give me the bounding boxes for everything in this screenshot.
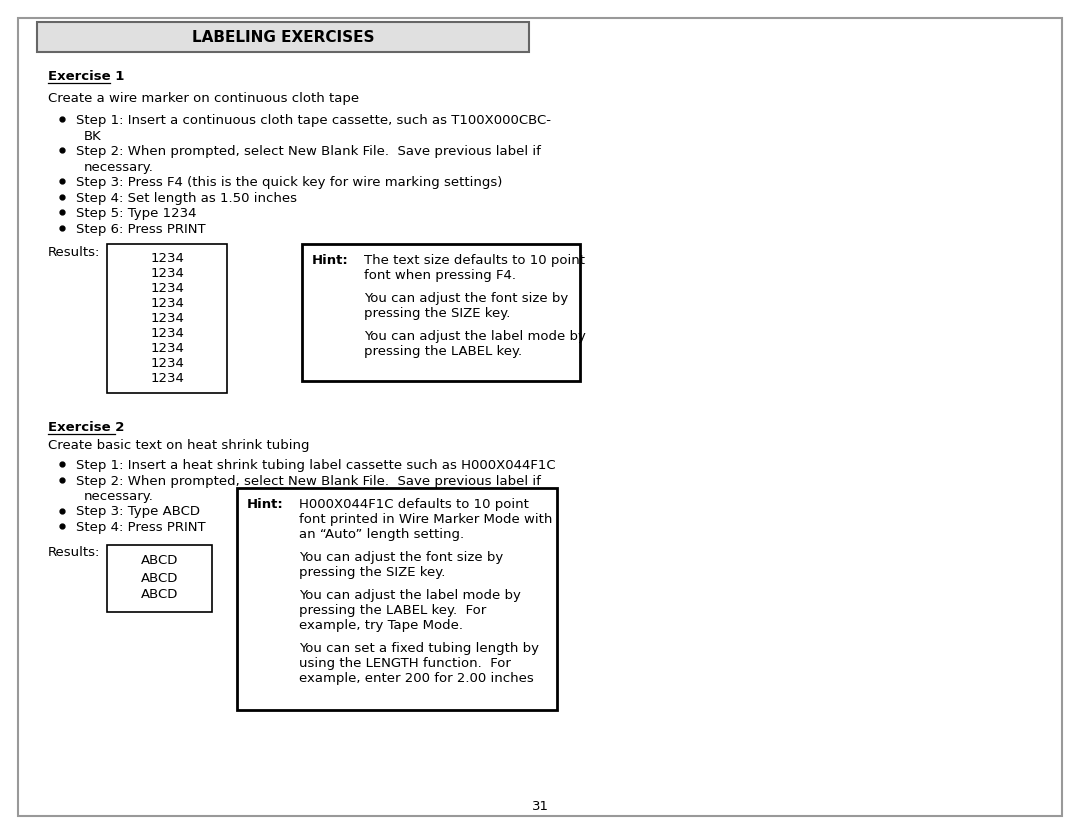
- Text: Step 4: Set length as 1.50 inches: Step 4: Set length as 1.50 inches: [76, 192, 297, 204]
- Text: pressing the SIZE key.: pressing the SIZE key.: [299, 566, 445, 579]
- Text: BK: BK: [84, 129, 102, 143]
- Text: You can set a fixed tubing length by: You can set a fixed tubing length by: [299, 642, 539, 655]
- Text: Create a wire marker on continuous cloth tape: Create a wire marker on continuous cloth…: [48, 92, 360, 105]
- Text: 1234: 1234: [150, 327, 184, 340]
- Text: Step 5: Type 1234: Step 5: Type 1234: [76, 207, 197, 220]
- Text: The text size defaults to 10 point: The text size defaults to 10 point: [364, 254, 585, 267]
- Text: You can adjust the font size by: You can adjust the font size by: [299, 551, 503, 564]
- Text: 1234: 1234: [150, 252, 184, 265]
- Text: Exercise 2: Exercise 2: [48, 421, 124, 434]
- Text: pressing the LABEL key.: pressing the LABEL key.: [364, 345, 522, 358]
- Text: Results:: Results:: [48, 246, 100, 259]
- Text: 1234: 1234: [150, 267, 184, 280]
- Text: You can adjust the font size by: You can adjust the font size by: [364, 292, 568, 305]
- Text: example, enter 200 for 2.00 inches: example, enter 200 for 2.00 inches: [299, 672, 534, 685]
- Text: pressing the SIZE key.: pressing the SIZE key.: [364, 307, 511, 320]
- Text: font when pressing F4.: font when pressing F4.: [364, 269, 516, 282]
- Text: H000X044F1C defaults to 10 point: H000X044F1C defaults to 10 point: [299, 498, 529, 511]
- Text: 1234: 1234: [150, 372, 184, 385]
- Text: Step 1: Insert a continuous cloth tape cassette, such as T100X000CBC-: Step 1: Insert a continuous cloth tape c…: [76, 114, 551, 127]
- Bar: [107, 545, 212, 611]
- Text: 1234: 1234: [150, 312, 184, 325]
- Text: 1234: 1234: [150, 297, 184, 310]
- Text: 1234: 1234: [150, 357, 184, 370]
- Text: Hint:: Hint:: [312, 254, 349, 267]
- Text: font printed in Wire Marker Mode with: font printed in Wire Marker Mode with: [299, 513, 552, 526]
- Text: ABCD: ABCD: [140, 555, 178, 567]
- Text: Exercise 1: Exercise 1: [48, 70, 124, 83]
- Text: 1234: 1234: [150, 342, 184, 355]
- Text: pressing the LABEL key.  For: pressing the LABEL key. For: [299, 604, 486, 617]
- Text: LABELING EXERCISES: LABELING EXERCISES: [192, 29, 375, 44]
- Text: necessary.: necessary.: [84, 160, 153, 173]
- Text: example, try Tape Mode.: example, try Tape Mode.: [299, 619, 463, 632]
- Text: an “Auto” length setting.: an “Auto” length setting.: [299, 528, 464, 541]
- Text: ABCD: ABCD: [140, 571, 178, 585]
- Text: 1234: 1234: [150, 282, 184, 295]
- Text: Results:: Results:: [48, 546, 100, 560]
- Text: Step 3: Type ABCD: Step 3: Type ABCD: [76, 505, 200, 519]
- Text: Step 2: When prompted, select New Blank File.  Save previous label if: Step 2: When prompted, select New Blank …: [76, 475, 541, 488]
- Text: ABCD: ABCD: [140, 589, 178, 601]
- Text: Step 2: When prompted, select New Blank File.  Save previous label if: Step 2: When prompted, select New Blank …: [76, 145, 541, 158]
- Text: Step 6: Press PRINT: Step 6: Press PRINT: [76, 223, 205, 235]
- Text: 31: 31: [531, 800, 549, 813]
- Text: using the LENGTH function.  For: using the LENGTH function. For: [299, 657, 511, 670]
- Bar: [302, 244, 580, 381]
- Text: You can adjust the label mode by: You can adjust the label mode by: [364, 330, 585, 343]
- Text: Step 4: Press PRINT: Step 4: Press PRINT: [76, 521, 205, 534]
- Text: Hint:: Hint:: [247, 498, 284, 511]
- Bar: [107, 244, 227, 393]
- Text: necessary.: necessary.: [84, 490, 153, 503]
- Text: You can adjust the label mode by: You can adjust the label mode by: [299, 589, 521, 602]
- Bar: [237, 488, 557, 710]
- Text: Create basic text on heat shrink tubing: Create basic text on heat shrink tubing: [48, 439, 310, 452]
- Text: Step 3: Press F4 (this is the quick key for wire marking settings): Step 3: Press F4 (this is the quick key …: [76, 176, 502, 189]
- Bar: [37, 22, 529, 52]
- Text: Step 1: Insert a heat shrink tubing label cassette such as H000X044F1C: Step 1: Insert a heat shrink tubing labe…: [76, 459, 555, 472]
